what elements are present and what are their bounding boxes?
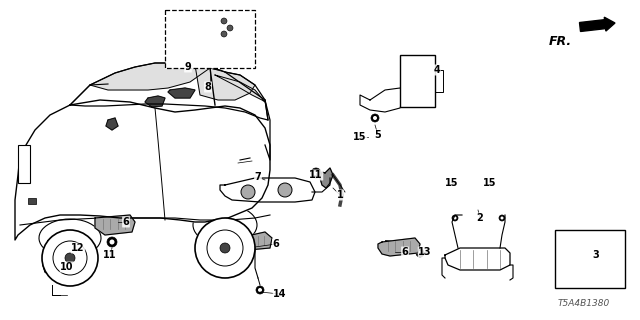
Polygon shape [320,168,333,188]
Circle shape [454,217,456,220]
Circle shape [53,241,87,275]
Bar [18,145,30,183]
Text: 9: 9 [184,62,191,72]
Polygon shape [43,248,60,275]
Circle shape [418,251,422,255]
Text: FR.: FR. [549,35,572,48]
Text: 6: 6 [123,217,129,227]
Circle shape [221,18,227,24]
Circle shape [371,114,379,122]
Polygon shape [90,63,210,90]
Circle shape [311,168,321,178]
Bar [100,218,128,230]
Text: 11: 11 [309,170,323,180]
Circle shape [416,249,424,257]
Polygon shape [106,118,118,130]
FancyArrow shape [579,17,615,31]
Text: 6: 6 [402,247,408,257]
Text: 10: 10 [60,262,74,272]
Text: 13: 13 [419,247,432,257]
Polygon shape [196,16,238,40]
Polygon shape [445,248,510,270]
Polygon shape [168,88,195,98]
Circle shape [227,25,233,31]
Polygon shape [70,63,268,120]
Bar [400,55,435,107]
Circle shape [65,253,75,263]
Polygon shape [220,178,315,202]
Text: 11: 11 [103,250,116,260]
Polygon shape [360,88,405,112]
Bar [385,240,413,252]
Text: 15: 15 [483,178,497,188]
Text: 14: 14 [273,289,287,299]
Circle shape [314,171,319,175]
Circle shape [107,237,117,247]
Circle shape [500,217,504,220]
Text: T5A4B1380: T5A4B1380 [557,299,610,308]
Circle shape [373,116,377,120]
Circle shape [452,215,458,221]
Circle shape [278,183,292,197]
Polygon shape [15,100,270,240]
Polygon shape [215,75,265,102]
Polygon shape [378,238,420,256]
Polygon shape [145,96,165,107]
Circle shape [258,288,262,292]
Circle shape [54,187,56,189]
Bar [28,198,36,204]
Circle shape [42,230,98,286]
Polygon shape [195,65,255,100]
Circle shape [189,48,197,56]
Text: 2: 2 [477,213,483,223]
Circle shape [52,185,58,191]
Bar [435,70,443,92]
Bar [60,248,70,264]
Circle shape [221,31,227,37]
Text: 1: 1 [337,190,344,200]
Circle shape [256,286,264,294]
Text: 15: 15 [445,178,459,188]
Text: 9-: 9- [178,47,188,57]
Bar [242,235,267,246]
Text: 7: 7 [255,172,261,182]
Bar [555,230,625,288]
Text: 15: 15 [353,132,367,142]
Polygon shape [95,215,135,235]
Circle shape [220,243,230,253]
Text: 4: 4 [434,65,440,75]
Circle shape [499,215,505,221]
Text: 5: 5 [374,130,381,140]
Polygon shape [235,232,272,250]
Text: 6: 6 [273,239,280,249]
Text: 8: 8 [205,82,211,92]
Bar [562,252,610,274]
Circle shape [241,185,255,199]
Circle shape [207,230,243,266]
Text: 3: 3 [593,250,600,260]
Bar [165,10,255,68]
Text: 12: 12 [71,243,84,253]
Circle shape [195,218,255,278]
Circle shape [191,50,195,54]
Bar [206,19,226,31]
Bar [47,240,59,250]
Circle shape [109,239,115,244]
